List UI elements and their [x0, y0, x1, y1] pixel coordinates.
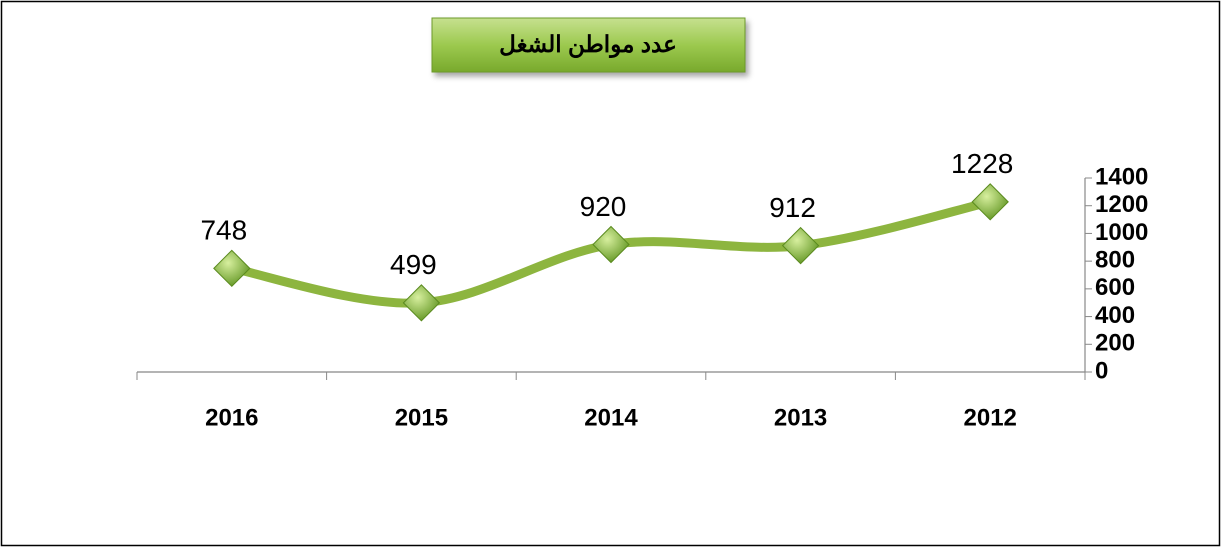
y-tick-label: 200 [1095, 330, 1135, 357]
x-tick-label: 2013 [774, 404, 827, 431]
x-tick-label: 2012 [964, 404, 1017, 431]
x-tick-label: 2015 [395, 404, 448, 431]
marker [402, 284, 441, 322]
y-tick-label: 0 [1095, 357, 1108, 384]
marker [971, 183, 1009, 221]
y-tick-label: 1000 [1095, 219, 1148, 246]
data-label: 748 [200, 215, 247, 246]
y-tick-label: 1200 [1095, 191, 1148, 218]
y-tick-label: 400 [1095, 302, 1135, 329]
data-label: 912 [769, 192, 816, 223]
y-tick-label: 800 [1095, 246, 1135, 273]
chart-title: عدد مواطن الشغل [499, 31, 677, 59]
marker [781, 226, 820, 265]
data-label: 920 [580, 191, 627, 222]
x-tick-label: 2014 [584, 404, 638, 431]
marker [592, 225, 630, 264]
y-tick-label: 600 [1095, 274, 1135, 301]
data-label: 499 [390, 249, 437, 280]
data-label: 1228 [951, 148, 1013, 179]
x-tick-label: 2016 [205, 404, 258, 431]
marker [213, 249, 251, 288]
y-tick-label: 1400 [1095, 163, 1148, 190]
title-box [431, 17, 746, 73]
